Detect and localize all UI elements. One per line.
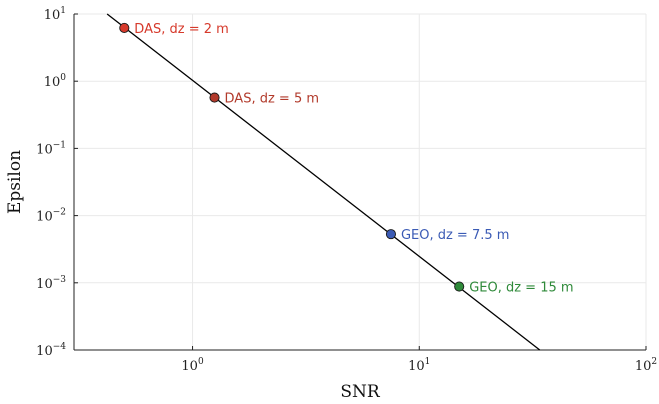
y-axis-title: Epsilon: [5, 150, 25, 214]
plot-frame: [73, 14, 646, 351]
data-point: [385, 229, 396, 240]
y-tick-label: 101: [44, 6, 66, 23]
x-tick-label: 100: [181, 357, 204, 374]
data-point-label: DAS, dz = 2 m: [134, 22, 229, 37]
data-point-label: GEO, dz = 15 m: [469, 281, 573, 296]
point-labels: DAS, dz = 2 m DAS, dz = 5 m GEO, dz = 7.5 …: [134, 22, 573, 296]
data-point: [209, 92, 220, 103]
y-tick-label: 10−1: [36, 140, 66, 157]
data-point: [454, 281, 465, 292]
y-tick-label: 10−2: [36, 208, 66, 225]
data-points: [119, 22, 465, 292]
tick-labels: 100 101 102 10−4 10−3 10−2 10−1 100 101: [36, 6, 657, 374]
x-tick-label: 102: [635, 357, 657, 374]
x-axis-title: SNR: [340, 382, 381, 402]
x-tick-label: 101: [408, 357, 430, 374]
data-point-label: DAS, dz = 5 m: [225, 92, 319, 107]
fit-line-group: [106, 13, 541, 351]
grid-lines: [74, 13, 647, 351]
y-tick-label: 10−3: [36, 275, 66, 292]
y-tick-label: 100: [44, 73, 67, 90]
data-point: [119, 22, 130, 34]
y-tick-label: 10−4: [36, 342, 66, 359]
fit-line: [106, 13, 541, 351]
data-point-label: GEO, dz = 7.5 m: [401, 228, 510, 243]
